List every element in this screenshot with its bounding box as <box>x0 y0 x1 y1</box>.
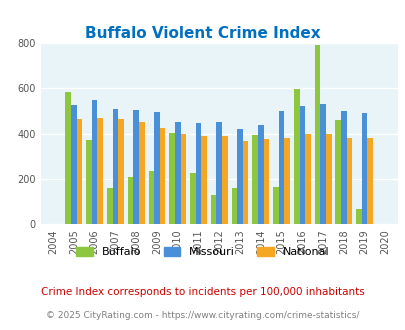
Bar <box>154 112 159 224</box>
Bar <box>169 133 175 224</box>
Bar <box>148 171 154 224</box>
Bar <box>335 120 340 224</box>
Bar <box>175 122 180 224</box>
Bar <box>293 89 299 224</box>
Bar <box>361 113 367 224</box>
Bar <box>314 45 320 224</box>
Bar <box>325 134 331 224</box>
Bar <box>97 118 103 224</box>
Text: Crime Index corresponds to incidents per 100,000 inhabitants: Crime Index corresponds to incidents per… <box>41 287 364 297</box>
Bar <box>190 173 195 224</box>
Bar <box>367 138 372 224</box>
Bar <box>195 123 201 224</box>
Bar <box>231 188 237 224</box>
Bar <box>278 112 284 224</box>
Bar <box>299 106 305 224</box>
Bar <box>222 136 227 224</box>
Bar <box>237 129 242 224</box>
Bar <box>107 188 112 224</box>
Bar <box>340 111 346 224</box>
Bar <box>263 139 269 224</box>
Text: Buffalo Violent Crime Index: Buffalo Violent Crime Index <box>85 26 320 41</box>
Bar <box>92 100 97 224</box>
Bar <box>305 134 310 224</box>
Bar <box>320 104 325 224</box>
Bar <box>242 141 248 224</box>
Bar <box>355 209 361 224</box>
Text: © 2025 CityRating.com - https://www.cityrating.com/crime-statistics/: © 2025 CityRating.com - https://www.city… <box>46 311 359 320</box>
Bar <box>139 122 144 224</box>
Bar <box>86 141 92 224</box>
Bar <box>273 187 278 224</box>
Bar <box>159 128 165 224</box>
Bar <box>284 138 289 224</box>
Bar <box>346 138 352 224</box>
Bar <box>118 119 124 224</box>
Bar <box>257 124 263 224</box>
Bar <box>180 134 185 224</box>
Bar <box>112 109 118 224</box>
Bar <box>133 110 139 224</box>
Bar <box>216 122 222 224</box>
Bar <box>65 92 71 224</box>
Bar <box>252 135 257 224</box>
Bar <box>201 136 207 224</box>
Bar <box>77 119 82 224</box>
Bar <box>128 177 133 224</box>
Legend: Buffalo, Missouri, National: Buffalo, Missouri, National <box>72 242 333 262</box>
Bar <box>210 195 216 224</box>
Bar <box>71 105 77 224</box>
